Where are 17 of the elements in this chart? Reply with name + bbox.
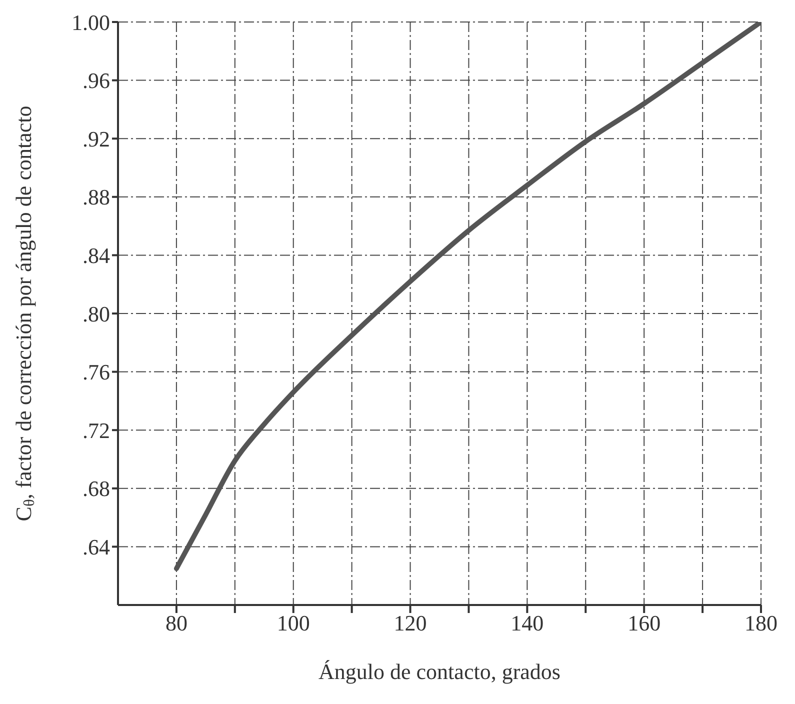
y-tick-label: .92 — [82, 126, 110, 152]
y-tick-label: 1.00 — [72, 10, 110, 35]
x-axis-title: Ángulo de contacto, grados — [318, 659, 560, 684]
x-tick-label: 180 — [744, 610, 778, 636]
y-tick-label: .96 — [82, 68, 110, 94]
x-tick-label: 120 — [394, 610, 427, 636]
y-tick-label: .76 — [82, 360, 110, 385]
x-tick-label: 140 — [510, 610, 544, 636]
x-tick-label: 80 — [165, 610, 188, 636]
y-tick-label: .88 — [82, 184, 110, 210]
y-tick-label: .84 — [82, 243, 110, 268]
x-tick-label: 100 — [276, 610, 310, 636]
y-tick-label: .80 — [82, 301, 110, 326]
y-tick-label: .68 — [82, 476, 110, 502]
y-tick-label: .64 — [82, 534, 110, 560]
y-tick-label: .72 — [82, 418, 110, 443]
x-tick-label: 160 — [628, 610, 661, 636]
